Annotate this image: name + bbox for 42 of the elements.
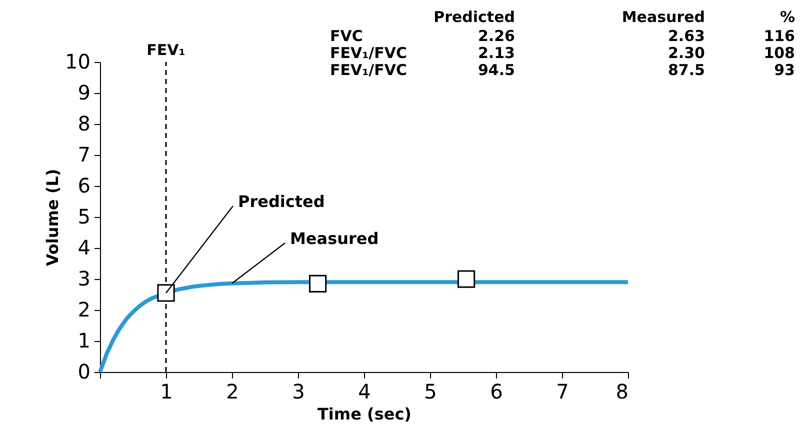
text: 116 — [764, 27, 795, 45]
x-tick-label: 4 — [358, 380, 371, 404]
y-tick-label: 6 — [78, 174, 90, 198]
text: 108 — [764, 44, 795, 62]
annotation: 94.5 — [478, 61, 515, 79]
point — [157, 284, 175, 302]
point — [308, 274, 327, 292]
x-tick-label: 7 — [556, 380, 569, 404]
x-tick-label: 2 — [226, 380, 239, 404]
text: 2.26 — [478, 27, 515, 45]
text: FVC — [330, 27, 363, 45]
y-tick-label: 10 — [65, 50, 90, 74]
text: Predicted — [238, 192, 325, 211]
text: FEV₁/FVC — [330, 44, 408, 62]
y-tick-label: 5 — [78, 204, 90, 228]
text: % — [780, 8, 795, 26]
text: 87.5 — [668, 61, 705, 79]
annotation: FEV₁/FVC — [330, 61, 408, 79]
x-tick-label: 1 — [160, 380, 173, 404]
x-tick-label: 6 — [490, 380, 503, 404]
text: Predicted — [434, 8, 515, 26]
y-tick-label: 3 — [78, 266, 90, 290]
text: 2.30 — [668, 44, 705, 62]
text: 2.63 — [668, 27, 705, 45]
text: Measured — [290, 229, 379, 248]
text: Measured — [622, 8, 705, 26]
ref-line-label: FEV₁ — [146, 41, 186, 59]
text: 93 — [774, 61, 795, 79]
point — [457, 270, 476, 288]
y-tick-label: 1 — [78, 328, 90, 352]
x-tick-label: 3 — [292, 380, 305, 404]
x-tick-label: 8 — [616, 380, 628, 404]
y-tick-label: 2 — [78, 298, 90, 322]
y-tick-label: 0 — [78, 360, 90, 384]
y-axis-title: Volume (L) — [43, 168, 62, 266]
y-tick-label: 8 — [78, 112, 90, 136]
y-tick-label: 9 — [78, 80, 90, 104]
text: 2.13 — [478, 44, 515, 62]
x-tick-label: 5 — [424, 380, 437, 404]
y-tick-label: 7 — [78, 142, 90, 166]
y-tick-label: 4 — [78, 236, 90, 260]
x-axis-title: Time (sec) — [318, 404, 412, 424]
